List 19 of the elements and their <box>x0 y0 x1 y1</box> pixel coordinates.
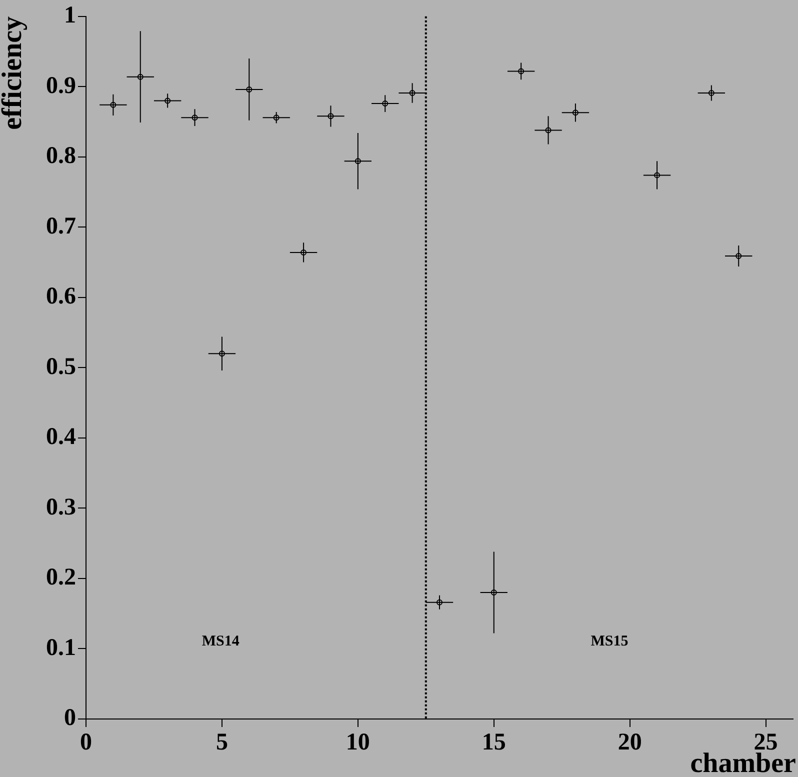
y-tick-label: 0.7 <box>46 213 76 240</box>
y-tick-label: 0.6 <box>46 284 76 310</box>
x-tick-label: 10 <box>346 730 370 756</box>
annotation: MS15 <box>590 634 628 650</box>
y-tick-label: 0.1 <box>46 634 76 661</box>
annotation: MS14 <box>202 634 240 650</box>
y-tick-label: 0.4 <box>46 424 76 450</box>
y-tick-label: 0.3 <box>46 494 76 520</box>
x-tick-label: 15 <box>482 730 506 756</box>
y-tick-label: 0.8 <box>46 143 76 170</box>
x-tick-label: 20 <box>618 730 642 756</box>
y-tick-label: 0.2 <box>46 564 76 591</box>
y-tick-label: 0.9 <box>46 72 76 99</box>
x-tick-label: 5 <box>216 730 228 756</box>
y-tick-label: 1 <box>64 2 76 29</box>
x-tick-label: 0 <box>80 730 92 756</box>
y-tick-label: 0 <box>64 705 76 732</box>
y-axis-title: efficiency <box>0 16 28 130</box>
y-tick-label: 0.5 <box>46 354 76 380</box>
